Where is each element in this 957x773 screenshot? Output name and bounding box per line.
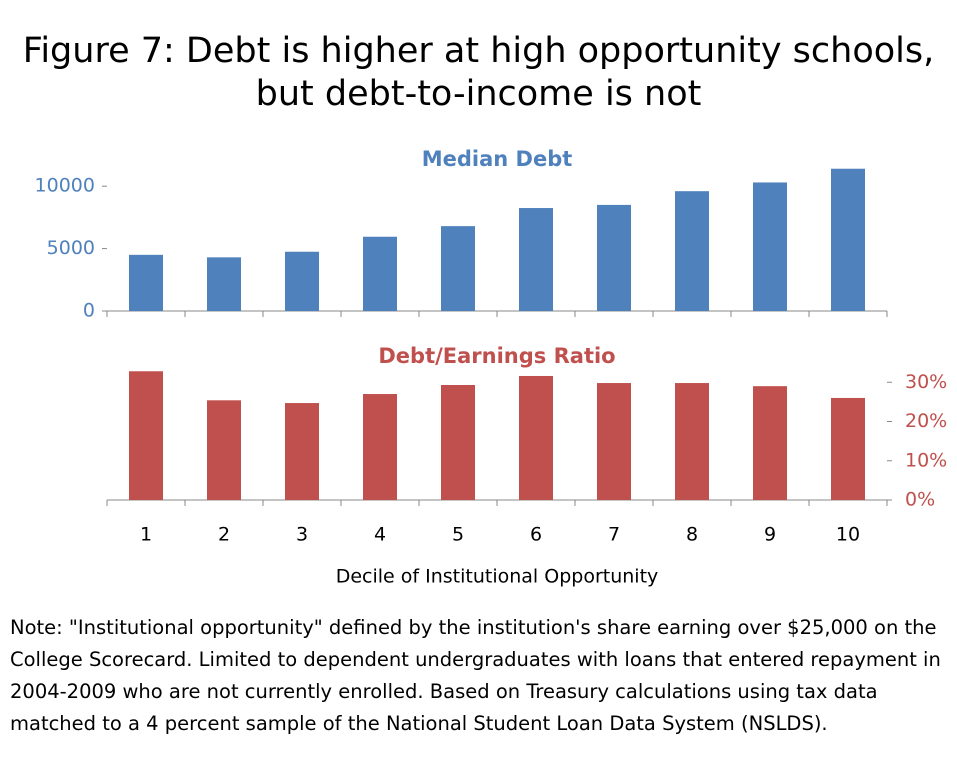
bar <box>363 394 397 500</box>
bar <box>675 383 709 500</box>
y-tick-label: 5000 <box>47 237 95 259</box>
bar <box>597 383 631 500</box>
note: Note: "Institutional opportunity" define… <box>10 616 941 735</box>
bar <box>519 375 553 500</box>
bar <box>207 400 241 500</box>
bar <box>285 251 319 311</box>
x-tick-label: 7 <box>608 524 620 546</box>
y-tick-label: 10% <box>905 449 947 471</box>
y-tick-label: 0% <box>905 489 935 511</box>
x-tick-label: 2 <box>218 524 230 546</box>
bar <box>519 208 553 311</box>
x-tick-label: 10 <box>836 524 860 546</box>
subplot-title: Debt/Earnings Ratio <box>378 344 615 368</box>
x-tick-label: 8 <box>686 524 698 546</box>
bar <box>441 226 475 311</box>
bar <box>207 257 241 311</box>
y-tick-label: 10000 <box>35 175 95 197</box>
x-tick-label: 1 <box>140 524 152 546</box>
x-tick-label: 4 <box>374 524 386 546</box>
x-tick-label: 5 <box>452 524 464 546</box>
subplot-title: Median Debt <box>422 147 573 171</box>
bar <box>675 191 709 311</box>
bar <box>597 204 631 311</box>
bar <box>285 403 319 500</box>
bar <box>831 168 865 311</box>
chart: Median Debt 0 5000 10000 Debt/Earnings Ratio… <box>35 147 948 588</box>
figure-title: Figure 7: Debt is higher at high opportu… <box>22 31 935 114</box>
y-tick-label: 20% <box>905 410 947 432</box>
y-tick-label: 0 <box>83 300 95 322</box>
x-tick-label: 3 <box>296 524 308 546</box>
bar <box>363 236 397 311</box>
bar <box>441 384 475 500</box>
bar <box>831 397 865 500</box>
x-axis-label: Decile of Institutional Opportunity <box>336 566 659 588</box>
y-tick-label: 30% <box>905 371 947 393</box>
x-tick-label: 9 <box>764 524 776 546</box>
bar <box>753 386 787 500</box>
x-tick-label: 6 <box>530 524 542 546</box>
bar <box>129 371 163 500</box>
bar <box>129 254 163 311</box>
bar <box>753 182 787 311</box>
